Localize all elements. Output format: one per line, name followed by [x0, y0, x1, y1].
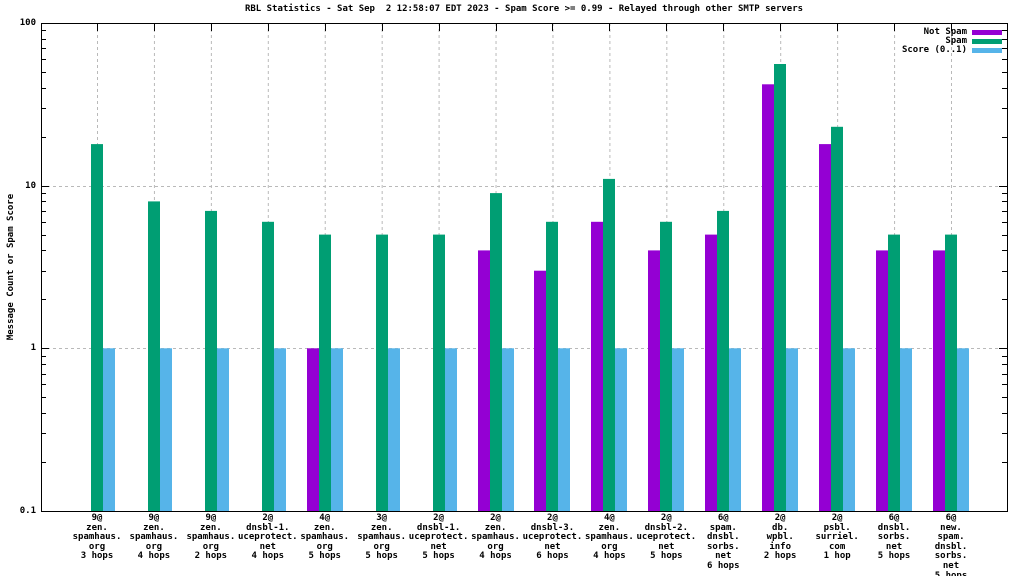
bar-score-0-1--9 [615, 348, 627, 511]
bar-spam-13 [831, 126, 843, 512]
bar-score-0-1--0 [103, 348, 115, 511]
bar-not-spam-15 [933, 250, 945, 511]
bar-score-0-1--2 [217, 348, 229, 511]
x-category-label-1: 9@ zen. spamhaus. org 4 hops [129, 513, 179, 562]
y-tick-label: 100 [19, 18, 36, 28]
bar-score-0-1--4 [331, 348, 343, 511]
bar-score-0-1--13 [843, 348, 855, 511]
y-tick-label: 10 [25, 180, 36, 191]
legend-label: Not Spam [923, 27, 967, 37]
bar-score-0-1--1 [160, 348, 172, 511]
legend-label: Score (0..1) [901, 45, 967, 55]
bar-spam-10 [660, 221, 672, 512]
bar-not-spam-7 [478, 250, 490, 511]
bar-score-0-1--10 [672, 348, 684, 511]
legend-row-not-spam: Not Spam [902, 27, 1002, 37]
bar-not-spam-10 [648, 250, 660, 511]
bar-not-spam-12 [762, 84, 774, 512]
legend-row-score: Score (0..1) [901, 45, 1002, 55]
x-category-label-9: 4@ zen. spamhaus. org 4 hops [585, 513, 634, 562]
x-category-label-12: 2@ db. wpbl. info 2 hops [763, 513, 797, 562]
bar-not-spam-9 [591, 221, 603, 512]
x-category-label-13: 2@ psbl. surriel. com 1 hop [815, 513, 859, 562]
x-category-label-8: 2@ dnsbl-3. uceprotect. net 6 hops [522, 513, 583, 562]
bar-spam-5 [376, 234, 388, 511]
bar-not-spam-4 [307, 348, 319, 511]
x-category-label-15: 6@ new. spam. dnsbl. sorbs. net 5 hops [934, 513, 968, 576]
x-category-label-4: 4@ zen. spamhaus. org 5 hops [300, 513, 350, 562]
bar-score-0-1--6 [445, 348, 457, 511]
x-category-label-5: 3@ zen. spamhaus. org 5 hops [357, 513, 407, 562]
bar-spam-7 [490, 193, 502, 511]
legend-swatch-score [972, 47, 1002, 53]
bar-score-0-1--5 [388, 348, 400, 511]
x-category-label-0: 9@ zen. spamhaus. org 3 hops [72, 513, 122, 562]
bar-spam-4 [319, 234, 331, 511]
y-tick-label: 1 [30, 343, 36, 354]
bar-spam-14 [888, 234, 900, 511]
bar-score-0-1--8 [558, 348, 570, 511]
bar-score-0-1--11 [729, 348, 741, 511]
plot-frame [41, 23, 1008, 512]
chart-title: RBL Statistics - Sat Sep 2 12:58:07 EDT … [244, 4, 804, 14]
bar-spam-8 [546, 221, 558, 512]
bar-score-0-1--7 [502, 348, 514, 511]
x-category-label-3: 2@ dnsbl-1. uceprotect. net 4 hops [237, 513, 298, 562]
y-tick-label: 0.1 [19, 506, 36, 516]
x-category-label-2: 9@ zen. spamhaus. org 2 hops [186, 513, 236, 562]
legend: Not Spam Spam Score (0..1) [901, 27, 1002, 55]
x-category-label-10: 2@ dnsbl-2. uceprotect. net 5 hops [636, 513, 697, 562]
bar-score-0-1--15 [957, 348, 969, 511]
bar-spam-15 [945, 234, 957, 511]
legend-label: Spam [945, 36, 967, 46]
bar-not-spam-13 [819, 144, 831, 511]
x-category-label-14: 6@ dnsbl. sorbs. net 5 hops [877, 513, 911, 562]
legend-row-spam: Spam [902, 36, 1002, 46]
bar-spam-2 [205, 210, 217, 511]
bar-spam-6 [433, 234, 445, 511]
legend-swatch-spam [972, 38, 1002, 44]
bar-score-0-1--12 [786, 348, 798, 511]
bar-score-0-1--3 [274, 348, 286, 511]
bar-spam-9 [603, 178, 615, 511]
x-category-label-11: 6@ spam. dnsbl. sorbs. net 6 hops [707, 513, 740, 571]
bar-spam-11 [717, 210, 729, 511]
bar-score-0-1--14 [900, 348, 912, 511]
bar-spam-3 [262, 221, 274, 512]
bar-spam-12 [774, 64, 786, 511]
bar-not-spam-8 [534, 270, 546, 511]
x-category-label-6: 2@ dnsbl-1. uceprotect. net 5 hops [408, 513, 469, 562]
bar-spam-1 [148, 201, 160, 511]
legend-swatch-not-spam [972, 29, 1002, 35]
bar-not-spam-14 [876, 250, 888, 511]
x-category-label-7: 2@ zen. spamhaus. org 4 hops [471, 513, 520, 562]
bar-spam-0 [91, 144, 103, 511]
bar-not-spam-11 [705, 234, 717, 511]
